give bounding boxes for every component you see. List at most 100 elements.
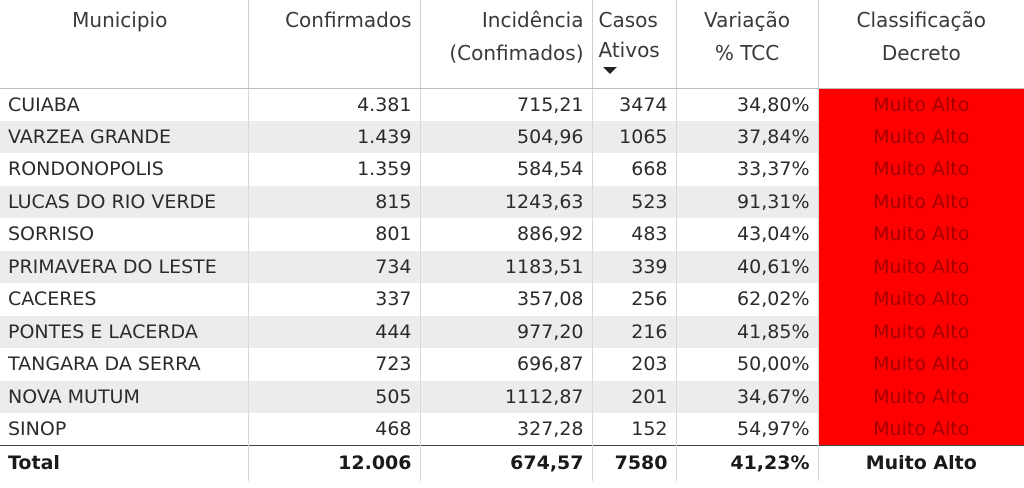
cell-confirmados: 801	[248, 218, 421, 251]
cell-casos-ativos: 216	[592, 315, 677, 348]
cell-municipio: NOVA MUTUM	[0, 380, 249, 413]
column-header-label: Casos	[598, 8, 658, 32]
cell-municipio: TANGARA DA SERRA	[0, 348, 249, 381]
cell-classificacao: Muito Alto	[818, 218, 1024, 251]
total-row: Total 12.006 674,57 7580 41,23% Muito Al…	[0, 445, 1024, 481]
cell-classificacao: Muito Alto	[818, 153, 1024, 186]
cell-municipio: VARZEA GRANDE	[0, 120, 249, 153]
cell-incidencia: 357,08	[420, 283, 593, 316]
cell-casos-ativos: 203	[592, 348, 677, 381]
cell-casos-ativos: 668	[592, 153, 677, 186]
column-header-confirmados[interactable]: Confirmados	[248, 0, 421, 89]
table-row[interactable]: CUIABA 4.381 715,21 3474 34,80% Muito Al…	[0, 88, 1024, 121]
column-header-label: % TCC	[714, 41, 780, 65]
cell-confirmados: 505	[248, 380, 421, 413]
cell-incidencia: 584,54	[420, 153, 593, 186]
cell-municipio: PONTES E LACERDA	[0, 315, 249, 348]
table-row[interactable]: RONDONOPOLIS 1.359 584,54 668 33,37% Mui…	[0, 153, 1024, 186]
cell-casos-ativos: 1065	[592, 120, 677, 153]
table-body: CUIABA 4.381 715,21 3474 34,80% Muito Al…	[0, 88, 1024, 446]
cell-municipio: RONDONOPOLIS	[0, 153, 249, 186]
cell-variacao: 54,97%	[676, 413, 819, 446]
cell-casos-ativos: 201	[592, 380, 677, 413]
cell-casos-ativos: 523	[592, 185, 677, 218]
total-classificacao: Muito Alto	[818, 445, 1024, 481]
cell-classificacao: Muito Alto	[818, 315, 1024, 348]
column-header-label: Incidência	[481, 8, 584, 32]
cell-municipio: SINOP	[0, 413, 249, 446]
sort-descending-icon[interactable]	[602, 67, 617, 74]
cell-municipio: LUCAS DO RIO VERDE	[0, 185, 249, 218]
cell-variacao: 62,02%	[676, 283, 819, 316]
cell-classificacao: Muito Alto	[818, 250, 1024, 283]
table-row[interactable]: SORRISO 801 886,92 483 43,04% Muito Alto	[0, 218, 1024, 251]
cell-variacao: 91,31%	[676, 185, 819, 218]
table-row[interactable]: SINOP 468 327,28 152 54,97% Muito Alto	[0, 413, 1024, 446]
cell-confirmados: 1.439	[248, 120, 421, 153]
table-row[interactable]: PRIMAVERA DO LESTE 734 1183,51 339 40,61…	[0, 250, 1024, 283]
cell-variacao: 41,85%	[676, 315, 819, 348]
column-header-label: Classificação	[856, 8, 986, 32]
cell-casos-ativos: 483	[592, 218, 677, 251]
header-row: Municipio Confirmados Incidência (Confim…	[0, 0, 1024, 89]
table-row[interactable]: VARZEA GRANDE 1.439 504,96 1065 37,84% M…	[0, 120, 1024, 153]
cell-casos-ativos: 3474	[592, 88, 677, 121]
cell-confirmados: 815	[248, 185, 421, 218]
column-header-municipio[interactable]: Municipio	[0, 0, 249, 89]
cell-variacao: 50,00%	[676, 348, 819, 381]
cell-confirmados: 1.359	[248, 153, 421, 186]
column-header-label: (Confimados)	[449, 41, 584, 65]
column-header-casos-ativos[interactable]: Casos Ativos	[592, 0, 677, 89]
cell-incidencia: 886,92	[420, 218, 593, 251]
cell-casos-ativos: 339	[592, 250, 677, 283]
cell-variacao: 34,80%	[676, 88, 819, 121]
column-header-label: Municipio	[72, 8, 168, 32]
cell-incidencia: 977,20	[420, 315, 593, 348]
cell-variacao: 37,84%	[676, 120, 819, 153]
cell-incidencia: 504,96	[420, 120, 593, 153]
total-incidencia: 674,57	[420, 445, 593, 481]
table-row[interactable]: PONTES E LACERDA 444 977,20 216 41,85% M…	[0, 315, 1024, 348]
total-label: Total	[0, 445, 249, 481]
cell-incidencia: 1112,87	[420, 380, 593, 413]
cell-confirmados: 444	[248, 315, 421, 348]
cell-variacao: 40,61%	[676, 250, 819, 283]
cell-incidencia: 1243,63	[420, 185, 593, 218]
cell-confirmados: 734	[248, 250, 421, 283]
cell-confirmados: 4.381	[248, 88, 421, 121]
cell-classificacao: Muito Alto	[818, 283, 1024, 316]
cell-casos-ativos: 256	[592, 283, 677, 316]
cell-municipio: CACERES	[0, 283, 249, 316]
cell-confirmados: 337	[248, 283, 421, 316]
cell-casos-ativos: 152	[592, 413, 677, 446]
total-casos-ativos: 7580	[592, 445, 677, 481]
table-footer: Total 12.006 674,57 7580 41,23% Muito Al…	[0, 445, 1024, 481]
table-row[interactable]: NOVA MUTUM 505 1112,87 201 34,67% Muito …	[0, 380, 1024, 413]
cell-variacao: 43,04%	[676, 218, 819, 251]
column-header-label: Confirmados	[285, 8, 412, 32]
cell-classificacao: Muito Alto	[818, 413, 1024, 446]
column-header-variacao[interactable]: Variação % TCC	[676, 0, 819, 89]
cell-municipio: CUIABA	[0, 88, 249, 121]
total-variacao: 41,23%	[676, 445, 819, 481]
cell-classificacao: Muito Alto	[818, 88, 1024, 121]
column-header-classificacao[interactable]: Classificação Decreto	[818, 0, 1024, 89]
table-row[interactable]: LUCAS DO RIO VERDE 815 1243,63 523 91,31…	[0, 185, 1024, 218]
cell-classificacao: Muito Alto	[818, 380, 1024, 413]
cell-classificacao: Muito Alto	[818, 348, 1024, 381]
cell-incidencia: 696,87	[420, 348, 593, 381]
column-header-incidencia[interactable]: Incidência (Confimados)	[420, 0, 593, 89]
cell-confirmados: 468	[248, 413, 421, 446]
cell-classificacao: Muito Alto	[818, 185, 1024, 218]
cell-classificacao: Muito Alto	[818, 120, 1024, 153]
table-row[interactable]: CACERES 337 357,08 256 62,02% Muito Alto	[0, 283, 1024, 316]
column-header-label: Decreto	[881, 41, 961, 65]
cell-confirmados: 723	[248, 348, 421, 381]
table-header: Municipio Confirmados Incidência (Confim…	[0, 0, 1024, 89]
cell-variacao: 34,67%	[676, 380, 819, 413]
column-header-label: Variação	[704, 8, 790, 32]
table-row[interactable]: TANGARA DA SERRA 723 696,87 203 50,00% M…	[0, 348, 1024, 381]
column-header-label: Ativos	[598, 38, 660, 62]
